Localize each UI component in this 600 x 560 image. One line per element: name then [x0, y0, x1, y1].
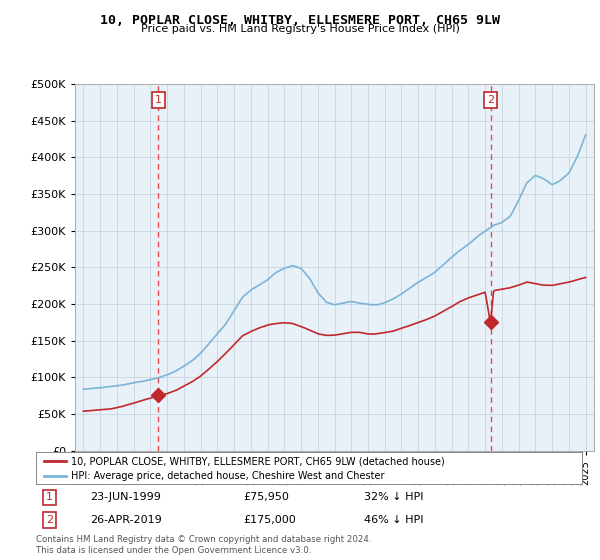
Text: 1: 1: [155, 95, 162, 105]
Text: 32% ↓ HPI: 32% ↓ HPI: [364, 492, 423, 502]
Text: Price paid vs. HM Land Registry's House Price Index (HPI): Price paid vs. HM Land Registry's House …: [140, 24, 460, 34]
Text: 26-APR-2019: 26-APR-2019: [91, 515, 163, 525]
Text: 10, POPLAR CLOSE, WHITBY, ELLESMERE PORT, CH65 9LW: 10, POPLAR CLOSE, WHITBY, ELLESMERE PORT…: [100, 14, 500, 27]
Text: 23-JUN-1999: 23-JUN-1999: [91, 492, 161, 502]
Text: 1: 1: [46, 492, 53, 502]
Text: HPI: Average price, detached house, Cheshire West and Chester: HPI: Average price, detached house, Ches…: [71, 472, 385, 481]
Text: 2: 2: [46, 515, 53, 525]
Text: Contains HM Land Registry data © Crown copyright and database right 2024.
This d: Contains HM Land Registry data © Crown c…: [36, 535, 371, 555]
Text: £75,950: £75,950: [244, 492, 289, 502]
Text: £175,000: £175,000: [244, 515, 296, 525]
Text: 46% ↓ HPI: 46% ↓ HPI: [364, 515, 423, 525]
Text: 10, POPLAR CLOSE, WHITBY, ELLESMERE PORT, CH65 9LW (detached house): 10, POPLAR CLOSE, WHITBY, ELLESMERE PORT…: [71, 456, 445, 466]
Text: 2: 2: [487, 95, 494, 105]
